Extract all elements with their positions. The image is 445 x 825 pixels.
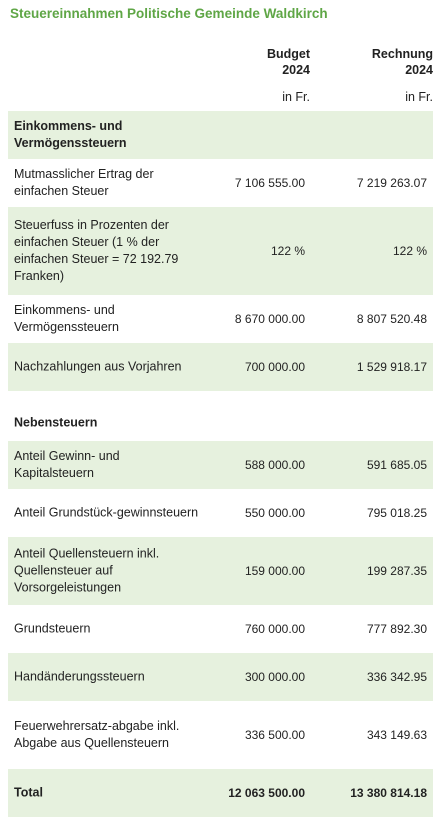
total-row: Total 12 063 500.00 13 380 814.18 bbox=[8, 769, 433, 817]
budget-column-header: Budget 2024 bbox=[267, 46, 310, 78]
budget-value: 588 000.00 bbox=[244, 458, 305, 472]
actual-value: 591 685.05 bbox=[366, 458, 427, 472]
row-label: Anteil Gewinn- und Kapitalsteuern bbox=[14, 449, 120, 480]
table-row: Mutmasslicher Ertrag der einfachen Steue… bbox=[8, 159, 433, 207]
row-label: Einkommens- und Vermögenssteuern bbox=[14, 119, 127, 150]
actual-value: 1 529 918.17 bbox=[356, 360, 427, 374]
table-row: Einkommens- und Vermögenssteuern bbox=[8, 111, 433, 159]
table-row: Einkommens- und Vermögenssteuern 8 670 0… bbox=[8, 295, 433, 343]
actual-unit: in Fr. bbox=[405, 90, 433, 104]
actual-value: 777 892.30 bbox=[366, 622, 427, 636]
budget-value: 12 063 500.00 bbox=[228, 786, 305, 800]
actual-value: 336 342.95 bbox=[366, 670, 427, 684]
actual-value: 199 287.35 bbox=[366, 564, 427, 578]
actual-value: 7 219 263.07 bbox=[356, 176, 427, 190]
budget-value: 122 % bbox=[270, 244, 305, 258]
budget-value: 336 500.00 bbox=[244, 728, 305, 742]
row-label: Handänderungssteuern bbox=[14, 669, 145, 684]
row-label: Mutmasslicher Ertrag der einfachen Steue… bbox=[14, 167, 154, 198]
actual-value: 795 018.25 bbox=[366, 506, 427, 520]
budget-value: 159 000.00 bbox=[244, 564, 305, 578]
budget-value: 550 000.00 bbox=[244, 506, 305, 520]
row-label: Anteil Quellensteuern inkl. Quellensteue… bbox=[14, 546, 160, 595]
row-label: Nachzahlungen aus Vorjahren bbox=[14, 359, 182, 374]
table-row: Feuerwehrersatz-abgabe inkl. Abgabe aus … bbox=[8, 701, 433, 769]
table-row: Anteil Gewinn- und Kapitalsteuern 588 00… bbox=[8, 441, 433, 489]
actual-year: 2024 bbox=[405, 63, 433, 77]
row-label: Nebensteuern bbox=[14, 415, 98, 430]
page-title: Steuereinnahmen Politische Gemeinde Wald… bbox=[10, 6, 328, 21]
budget-value: 700 000.00 bbox=[244, 360, 305, 374]
actual-value: 343 149.63 bbox=[366, 728, 427, 742]
actual-label: Rechnung bbox=[371, 47, 433, 61]
row-label: Einkommens- und Vermögenssteuern bbox=[14, 303, 119, 334]
row-label: Steuerfuss in Prozenten der einfachen St… bbox=[14, 218, 179, 283]
table-row: Grundsteuern 760 000.00 777 892.30 bbox=[8, 605, 433, 653]
budget-label: Budget bbox=[266, 47, 310, 61]
table-row: Anteil Grundstück-gewinnsteuern 550 000.… bbox=[8, 489, 433, 537]
budget-year: 2024 bbox=[282, 63, 310, 77]
row-label: Anteil Grundstück-gewinnsteuern bbox=[14, 505, 199, 520]
actual-value: 122 % bbox=[392, 244, 427, 258]
budget-unit: in Fr. bbox=[282, 90, 310, 104]
table-row: Anteil Quellensteuern inkl. Quellensteue… bbox=[8, 537, 433, 605]
actual-column-header: Rechnung 2024 bbox=[372, 46, 433, 78]
actual-value: 8 807 520.48 bbox=[356, 312, 427, 326]
budget-value: 7 106 555.00 bbox=[234, 176, 305, 190]
row-label: Total bbox=[14, 785, 43, 800]
budget-value: 8 670 000.00 bbox=[234, 312, 305, 326]
budget-value: 300 000.00 bbox=[244, 670, 305, 684]
budget-value: 760 000.00 bbox=[244, 622, 305, 636]
row-label: Feuerwehrersatz-abgabe inkl. Abgabe aus … bbox=[14, 719, 180, 750]
row-label: Grundsteuern bbox=[14, 621, 91, 636]
table-row: Handänderungssteuern 300 000.00 336 342.… bbox=[8, 653, 433, 701]
table-row: Nachzahlungen aus Vorjahren 700 000.00 1… bbox=[8, 343, 433, 391]
actual-value: 13 380 814.18 bbox=[350, 786, 427, 800]
table-row: Nebensteuern bbox=[8, 405, 433, 441]
table-row: Steuerfuss in Prozenten der einfachen St… bbox=[8, 207, 433, 295]
